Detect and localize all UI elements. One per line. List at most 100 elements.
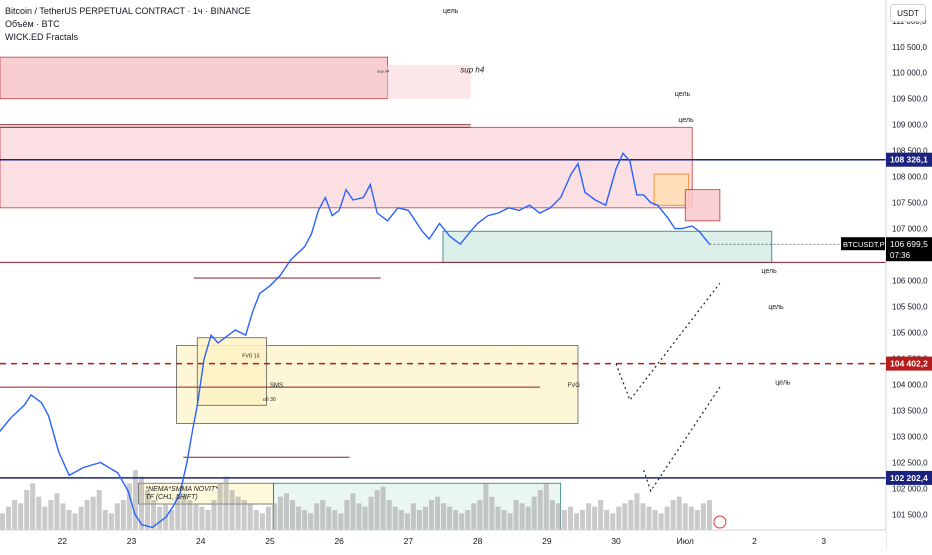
volume-bar (193, 503, 199, 530)
volume-bar (501, 510, 507, 530)
volume-bar (175, 496, 181, 530)
volume-bar (622, 503, 628, 530)
y-tick-label: 110 500,0 (892, 43, 928, 52)
price-series (0, 152, 711, 529)
x-tick-label: 27 (404, 536, 414, 546)
volume-bar (42, 506, 48, 530)
currency-button[interactable]: USDT (890, 4, 926, 22)
levels (0, 124, 893, 479)
volume-bar (145, 490, 151, 530)
y-tick-label: 103 000,0 (892, 432, 928, 441)
x-tick-label: 22 (58, 536, 68, 546)
volume-bar (682, 503, 688, 530)
volume-bar (332, 510, 338, 530)
zone-7 (196, 337, 267, 406)
volume-bar (96, 490, 102, 530)
y-tick-label: 108 000,0 (892, 173, 928, 182)
zone-label: TF (CH1, 5HIFT) (145, 494, 197, 501)
x-tick-label: 23 (127, 536, 137, 546)
y-tick-label: 107 000,0 (892, 225, 928, 234)
volume-bar (169, 510, 175, 530)
volume-bar (241, 500, 247, 530)
y-tick-label: 109 000,0 (892, 121, 928, 130)
volume-bar (628, 500, 634, 530)
symbol-tag-label: BTCUSDT.P (843, 240, 885, 249)
volume-bars (0, 470, 712, 530)
volume-bar (477, 500, 483, 530)
volume-bar (392, 506, 398, 530)
zone-label: цель (675, 91, 691, 98)
volume-bar (72, 513, 78, 530)
zone-label: SMS (270, 383, 283, 389)
x-tick-label: 28 (473, 536, 483, 546)
volume-bar (223, 476, 229, 530)
volume-bar (483, 483, 489, 530)
y-tick-label: 102 500,0 (892, 458, 928, 467)
volume-bar (211, 500, 217, 530)
volume-bar (151, 500, 157, 530)
volume-bar (537, 490, 543, 530)
volume-bar (90, 496, 96, 530)
volume-bar (380, 486, 386, 530)
level-tag (886, 356, 932, 371)
volume-bar (138, 476, 145, 530)
level-tag-label: 102 202,4 (890, 473, 928, 483)
legend-title: Bitcoin / TetherUS PERPETUAL CONTRACT · … (5, 6, 251, 16)
zone-0 (0, 56, 389, 100)
volume-bar (30, 483, 36, 530)
volume-bar (48, 500, 54, 530)
volume-bar (616, 506, 622, 530)
volume-bar (525, 506, 531, 530)
y-tick-label: 107 500,0 (892, 199, 928, 208)
level-tag-label: 104 402,2 (890, 359, 928, 369)
volume-bar (320, 500, 326, 530)
legend-indicator: WICK.ED Fractals (5, 32, 79, 42)
volume-bar (428, 500, 435, 530)
volume-bar (447, 506, 453, 530)
volume-bar (459, 513, 465, 530)
volume-bar (519, 503, 525, 530)
volume-bar (664, 506, 670, 530)
x-tick-label: 3 (821, 536, 826, 546)
zone-2 (0, 126, 693, 209)
x-tick-label: 30 (611, 536, 621, 546)
volume-bar (465, 510, 471, 530)
zone-label: об 30 (263, 397, 276, 403)
volume-bar (513, 500, 519, 530)
last-price-label: 106 699,5 (890, 239, 928, 249)
volume-bar (604, 510, 610, 530)
volume-bar (157, 506, 163, 530)
volume-bar (205, 510, 211, 530)
zone-label: цель (768, 304, 784, 311)
volume-bar (271, 503, 277, 530)
zone-3 (653, 173, 690, 206)
volume-bar (555, 503, 561, 530)
volume-bar (265, 506, 271, 530)
volume-bar (586, 503, 592, 530)
volume-bar (199, 506, 205, 530)
volume-bar (350, 493, 356, 530)
volume-bar (114, 503, 120, 530)
legend-volume: Объём · BTC (5, 19, 60, 29)
volume-bar (277, 496, 283, 530)
volume-bar (441, 503, 447, 530)
volume-bar (368, 496, 374, 530)
volume-bar (217, 483, 223, 530)
level-tag-label: 108 326,1 (890, 155, 928, 165)
zone-label: FVG 15 (242, 353, 259, 359)
volume-bar (308, 513, 314, 530)
price-axis-bg (886, 0, 932, 550)
volume-bar (598, 500, 604, 530)
volume-bar (36, 496, 42, 530)
zone-label: цель (761, 268, 777, 275)
volume-bar (78, 506, 84, 530)
volume-bar (416, 510, 422, 530)
volume-bar (247, 503, 253, 530)
volume-bar (314, 503, 320, 530)
y-tick-label: 105 000,0 (892, 329, 928, 338)
volume-bar (567, 506, 573, 530)
y-tick-label: 103 500,0 (892, 406, 928, 415)
